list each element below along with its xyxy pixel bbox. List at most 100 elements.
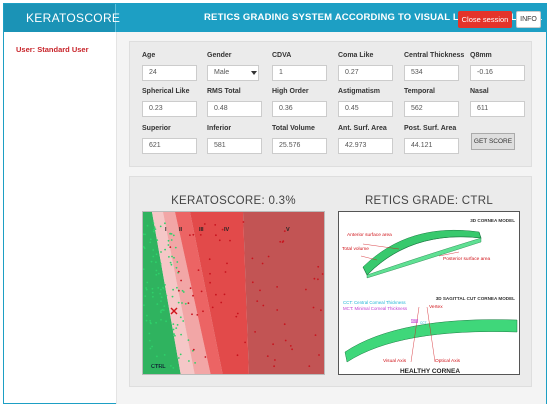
ctrl-point bbox=[170, 239, 173, 241]
kc-point bbox=[223, 293, 226, 296]
ctrl-point bbox=[156, 355, 158, 358]
kc-point bbox=[276, 286, 278, 288]
kc-point bbox=[317, 265, 320, 268]
kc-point bbox=[192, 348, 195, 351]
ctrl-point bbox=[159, 225, 162, 228]
ctrl-point bbox=[164, 248, 166, 251]
astigmatism-label: Astigmatism bbox=[338, 88, 381, 95]
info-button[interactable]: INFO bbox=[516, 11, 541, 28]
ctrl-point bbox=[170, 233, 173, 235]
kc-point bbox=[196, 314, 199, 316]
ctrl-point bbox=[153, 228, 155, 231]
ctrl-point bbox=[177, 301, 180, 304]
ctrl-point bbox=[175, 327, 178, 329]
high-order-input[interactable]: 0.36 bbox=[272, 101, 327, 117]
ant-surf-area-input[interactable]: 42.973 bbox=[338, 138, 393, 154]
ctrl-point bbox=[159, 311, 162, 313]
kc-point bbox=[197, 269, 200, 271]
gender-select[interactable]: Male bbox=[207, 65, 259, 81]
kc-point bbox=[218, 239, 221, 242]
ctrl-point bbox=[145, 319, 148, 322]
ctrl-point bbox=[176, 261, 179, 263]
kc-point bbox=[189, 234, 191, 236]
kc-point bbox=[204, 356, 207, 358]
kc-point bbox=[202, 310, 204, 313]
kc-point bbox=[317, 278, 319, 281]
ctrl-point bbox=[181, 289, 184, 292]
age-input[interactable]: 24 bbox=[142, 65, 197, 81]
ant-surf-area-label: Ant. Surf. Area bbox=[338, 125, 387, 132]
ctrl-point bbox=[159, 364, 162, 367]
ctrl-point bbox=[175, 266, 178, 269]
kc-point bbox=[189, 287, 192, 290]
ctrl-point bbox=[172, 323, 175, 325]
ctrl-point bbox=[143, 245, 144, 248]
ctrl-point bbox=[160, 251, 162, 253]
total-volume-label: Total volume bbox=[342, 246, 369, 252]
ctrl-point bbox=[176, 286, 178, 289]
q8mm-label: Q8mm bbox=[470, 52, 492, 59]
post-surf-area-input[interactable]: 44.121 bbox=[404, 138, 459, 154]
gender-label: Gender bbox=[207, 52, 232, 59]
get-score-button[interactable]: GET SCORE bbox=[471, 133, 515, 150]
kc-point bbox=[177, 270, 180, 273]
coma-like-input[interactable]: 0.27 bbox=[338, 65, 393, 81]
cct-marker: CCT bbox=[420, 321, 427, 325]
ctrl-point bbox=[145, 287, 147, 289]
ctrl-point bbox=[169, 261, 172, 264]
central-thickness-input[interactable]: 534 bbox=[404, 65, 459, 81]
ctrl-point bbox=[165, 294, 168, 297]
ctrl-point bbox=[164, 222, 166, 225]
astigmatism-input[interactable]: 0.45 bbox=[338, 101, 393, 117]
close-session-button[interactable]: Close session bbox=[458, 11, 512, 28]
user-label: User: Standard User bbox=[16, 45, 89, 54]
ctrl-point bbox=[180, 333, 182, 336]
rms-total-input[interactable]: 0.48 bbox=[207, 101, 262, 117]
kc-point bbox=[180, 279, 182, 282]
cdva-input[interactable]: 1 bbox=[272, 65, 327, 81]
kc-point bbox=[256, 300, 259, 302]
ctrl-point bbox=[163, 305, 166, 307]
zone-iv bbox=[190, 212, 249, 374]
ctrl-point bbox=[156, 239, 159, 241]
spherical-like-input[interactable]: 0.23 bbox=[142, 101, 197, 117]
kc-point bbox=[305, 288, 307, 291]
field-astigmatism: Astigmatism 0.45 bbox=[338, 87, 393, 117]
kc-point bbox=[254, 331, 256, 333]
mct-marker: MCT bbox=[410, 319, 417, 323]
kc-point bbox=[215, 293, 217, 296]
ctrl-point bbox=[167, 244, 170, 246]
kc-point bbox=[229, 239, 231, 242]
zone-v bbox=[243, 212, 324, 374]
total-volume-input[interactable]: 25.576 bbox=[272, 138, 327, 154]
inferior-input[interactable]: 581 bbox=[207, 138, 262, 154]
ctrl-point bbox=[173, 333, 175, 335]
mct-legend: MCT: Minimal Corneal Thickness bbox=[343, 306, 408, 311]
field-temporal: Temporal 562 bbox=[404, 87, 459, 117]
kc-point bbox=[314, 334, 317, 336]
q8mm-input[interactable]: -0.16 bbox=[470, 65, 525, 81]
kc-point bbox=[321, 273, 324, 275]
kc-point bbox=[283, 323, 286, 326]
ctrl-point bbox=[143, 268, 145, 271]
ctrl-point bbox=[160, 296, 163, 299]
ctrl-point bbox=[143, 233, 145, 236]
kc-point bbox=[242, 221, 245, 223]
temporal-input[interactable]: 562 bbox=[404, 101, 459, 117]
ctrl-point bbox=[171, 295, 174, 298]
field-spherical-like: Spherical Like 0.23 bbox=[142, 87, 197, 117]
ctrl-point bbox=[169, 232, 172, 235]
ctrl-point bbox=[149, 238, 152, 241]
zone-label-v: V bbox=[286, 227, 290, 233]
field-superior: Superior 621 bbox=[142, 124, 197, 154]
nasal-input[interactable]: 611 bbox=[470, 101, 525, 117]
central-thickness-label: Central Thickness bbox=[404, 52, 465, 59]
ctrl-point bbox=[170, 365, 172, 367]
ctrl-point bbox=[168, 256, 170, 258]
vertex-label: Vertex bbox=[429, 304, 443, 310]
field-cdva: CDVA 1 bbox=[272, 51, 327, 81]
total-volume-label: Total Volume bbox=[272, 125, 315, 132]
field-ant-surf-area: Ant. Surf. Area 42.973 bbox=[338, 124, 393, 154]
ctrl-point bbox=[182, 320, 185, 322]
superior-input[interactable]: 621 bbox=[142, 138, 197, 154]
